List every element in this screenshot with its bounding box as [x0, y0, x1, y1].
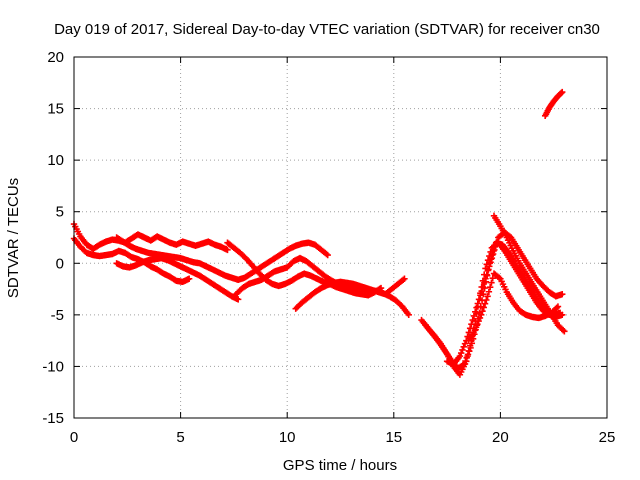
- data-point: [486, 263, 493, 270]
- data-point: [475, 317, 482, 325]
- data-point: [483, 271, 490, 278]
- data-point: [463, 354, 470, 361]
- data-point: [477, 292, 484, 299]
- chart-title: Day 019 of 2017, Sidereal Day-to-day VTE…: [54, 21, 600, 38]
- data-point: [475, 296, 483, 303]
- data-point: [234, 296, 242, 303]
- plot-frame: [73, 56, 608, 419]
- series-track-g: [292, 275, 408, 312]
- data-point: [477, 303, 484, 310]
- data-point: [461, 340, 469, 347]
- data-point: [561, 328, 568, 335]
- data-point: [474, 320, 481, 328]
- data-point: [485, 288, 493, 295]
- data-point: [478, 287, 485, 295]
- y-axis-label: SDTVAR / TECUs: [5, 178, 22, 298]
- data-point: [492, 242, 499, 249]
- x-tick-label: 5: [176, 429, 184, 446]
- data-point: [470, 312, 478, 320]
- x-tick-label: 15: [385, 429, 402, 446]
- data-point: [464, 351, 472, 358]
- data-point: [558, 89, 565, 97]
- data-point: [493, 238, 501, 245]
- data-point: [476, 314, 484, 322]
- data-point: [466, 347, 473, 355]
- data-point: [483, 296, 490, 304]
- x-tick-label: 0: [70, 429, 78, 446]
- data-point: [323, 250, 330, 258]
- series-track-i: [422, 239, 564, 372]
- series-track-c: [113, 234, 331, 283]
- y-tick-label: 10: [47, 152, 64, 169]
- data-point: [484, 267, 492, 274]
- data-point: [484, 293, 491, 300]
- data-points: [70, 88, 568, 378]
- data-point: [495, 274, 503, 281]
- y-tick-label: 15: [47, 101, 64, 118]
- data-point: [486, 284, 494, 291]
- data-point: [324, 251, 331, 259]
- y-tick-label: -10: [42, 358, 64, 375]
- data-point: [488, 254, 496, 262]
- data-point: [554, 303, 562, 310]
- data-point: [472, 308, 479, 315]
- x-axis-label: GPS time / hours: [283, 457, 397, 474]
- series-track-l: [465, 270, 562, 344]
- data-point: [459, 361, 467, 369]
- data-point: [479, 283, 487, 291]
- data-point: [459, 346, 466, 354]
- data-point: [471, 327, 479, 334]
- data-point: [559, 326, 567, 334]
- data-point: [482, 275, 489, 282]
- y-tick-label: 0: [56, 255, 64, 272]
- data-point: [480, 279, 488, 287]
- series-track-m: [541, 88, 566, 119]
- data-point: [473, 304, 480, 311]
- data-point: [481, 300, 489, 307]
- data-point: [468, 320, 475, 328]
- x-tick-label: 20: [492, 429, 509, 446]
- data-point: [405, 311, 412, 319]
- data-point: [460, 361, 468, 368]
- data-point: [474, 300, 482, 307]
- data-point: [469, 316, 476, 324]
- x-tick-label: 25: [599, 429, 616, 446]
- data-point: [489, 274, 496, 282]
- data-point: [224, 246, 231, 254]
- data-point: [460, 343, 467, 351]
- data-point: [559, 291, 566, 298]
- data-point: [559, 88, 566, 96]
- data-point: [480, 304, 487, 311]
- y-tick-label: 20: [47, 49, 64, 66]
- x-tick-labels: 0 5 10 15 20 25: [70, 429, 616, 446]
- y-tick-labels: 20 15 10 5 0 -5 -10 -15: [42, 49, 64, 427]
- data-point: [488, 279, 495, 286]
- data-point: [489, 250, 497, 258]
- y-tick-label: -15: [42, 410, 64, 427]
- data-point: [462, 357, 469, 365]
- data-point: [467, 344, 474, 352]
- data-point: [456, 352, 464, 360]
- data-point: [478, 311, 485, 319]
- data-point: [468, 340, 476, 347]
- data-point: [487, 259, 494, 266]
- data-point: [553, 304, 560, 312]
- data-point: [466, 325, 474, 332]
- series-track-j: [443, 229, 566, 368]
- data-point: [556, 309, 564, 316]
- data-point: [457, 349, 465, 357]
- data-point: [479, 307, 486, 315]
- data-point: [401, 275, 408, 282]
- series-track-d: [113, 254, 242, 303]
- y-tick-label: -5: [51, 307, 64, 324]
- data-point: [472, 324, 480, 331]
- y-tick-label: 5: [56, 204, 64, 221]
- data-point: [491, 246, 498, 254]
- x-tick-label: 10: [279, 429, 296, 446]
- data-point: [399, 276, 407, 283]
- data-point: [185, 275, 193, 282]
- series-track-a: [70, 220, 231, 254]
